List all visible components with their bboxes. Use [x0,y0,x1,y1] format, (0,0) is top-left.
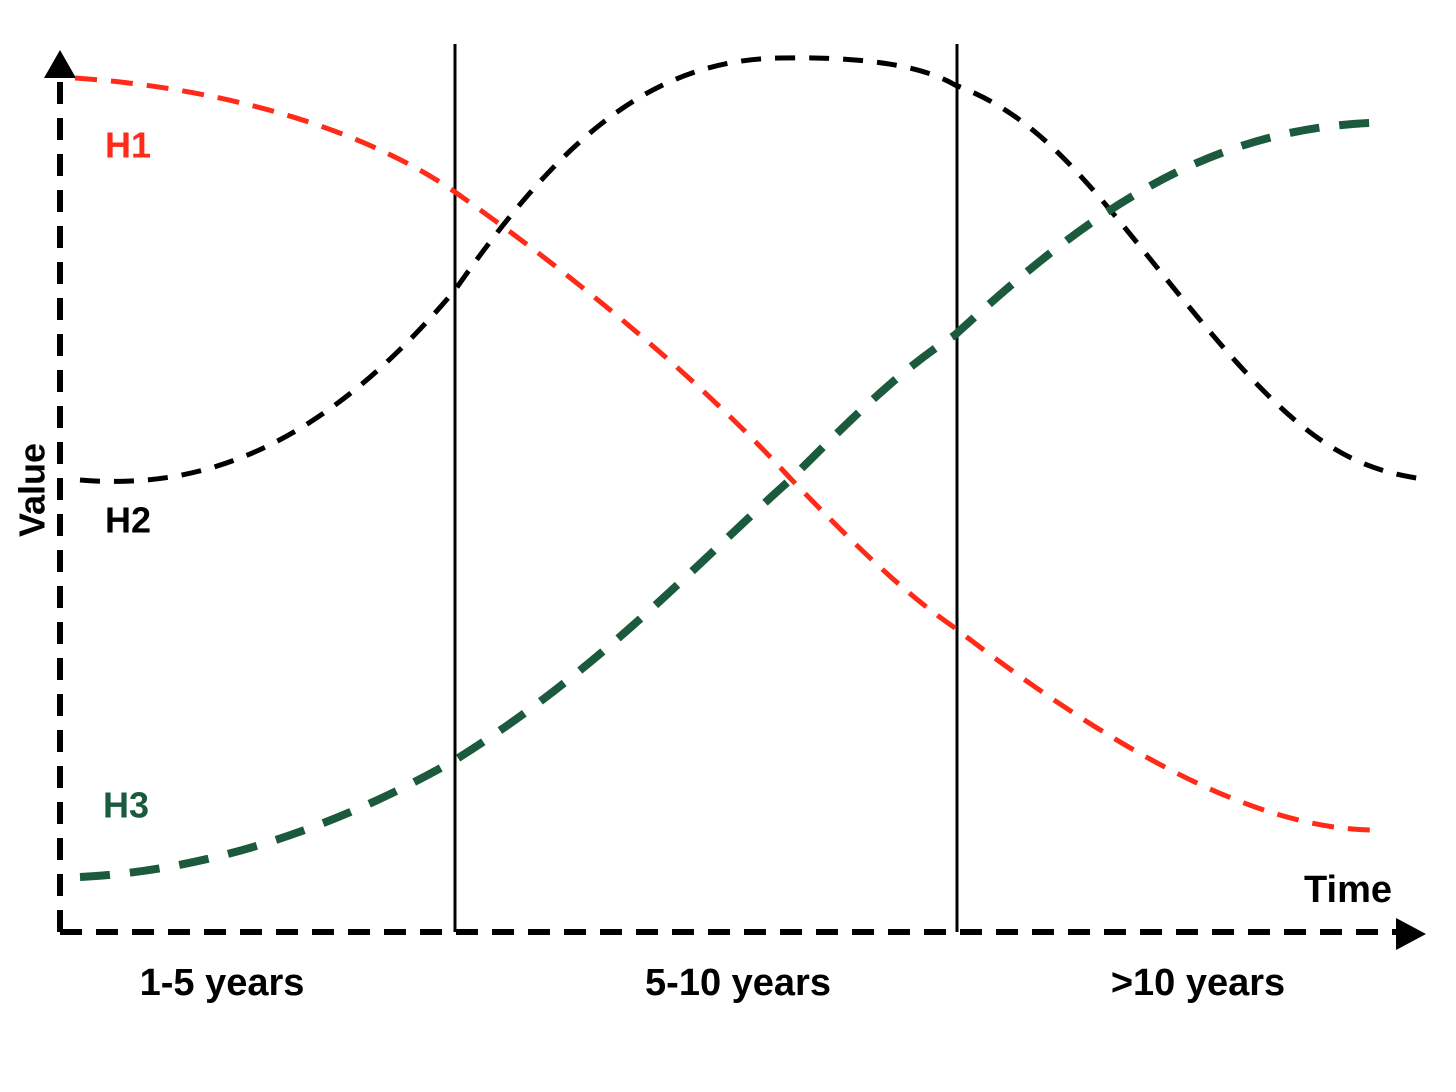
x-axis-arrow [1396,918,1426,950]
x-axis-label: Time [1304,869,1392,911]
y-axis-arrow [44,50,76,78]
h2-label: H2 [105,500,151,541]
y-axis-label: Value [12,443,53,537]
phase-label: >10 years [1111,962,1285,1004]
phase-label: 1-5 years [140,962,305,1004]
h1-curve [74,75,1376,833]
h3-curve [79,119,1371,881]
h3-label: H3 [103,785,149,826]
phase-label: 5-10 years [645,962,831,1004]
h1-label: H1 [105,125,151,166]
h2-curve [79,55,1431,484]
